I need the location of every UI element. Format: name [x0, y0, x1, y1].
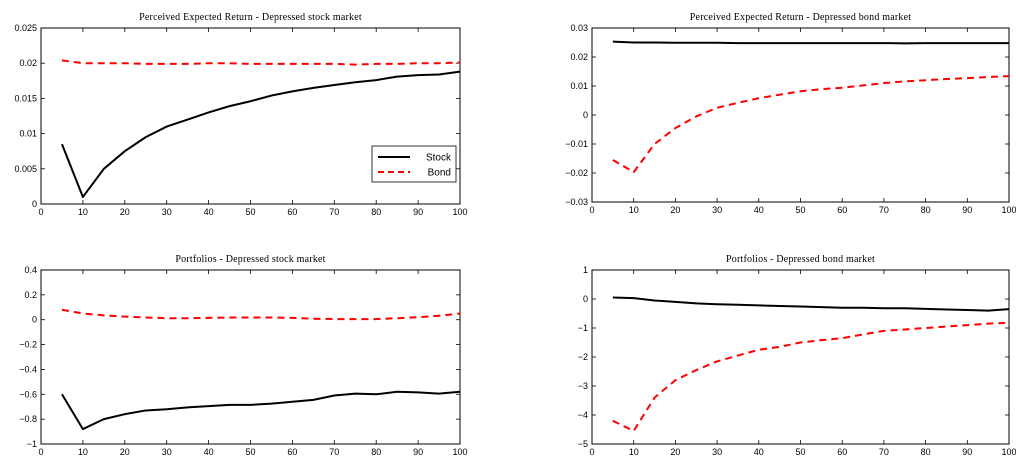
x-tick-label: 30	[162, 207, 172, 217]
x-tick-label: 80	[921, 447, 931, 457]
y-tick-label: 0.03	[570, 23, 588, 33]
y-tick-label: −5	[578, 439, 588, 449]
x-tick-label: 30	[712, 447, 722, 457]
x-tick-label: 90	[413, 447, 423, 457]
x-tick-label: 0	[38, 447, 43, 457]
chart-panel-3: Portfolios - Depressed stock market 0 10 20…	[19, 254, 467, 457]
series-line-dashed	[61, 308, 461, 321]
x-tick-label: 0	[589, 205, 594, 215]
legend: Stock Bond	[371, 145, 457, 183]
x-tick-label: 30	[712, 205, 722, 215]
y-tick-label: −0.02	[565, 168, 588, 178]
series-line-solid	[612, 296, 1010, 312]
x-tick-label: 90	[962, 205, 972, 215]
x-tick-label: 10	[78, 447, 88, 457]
y-tick-label: −0.01	[565, 139, 588, 149]
x-tick-label: 30	[162, 447, 172, 457]
y-tick-label: −0.8	[19, 414, 37, 424]
y-tick-label: 0	[583, 110, 588, 120]
x-tick-label: 60	[837, 205, 847, 215]
y-tick-label: 0.01	[19, 129, 37, 139]
x-tick-label: 10	[629, 447, 639, 457]
x-tick-label: 100	[1001, 447, 1016, 457]
x-tick-label: 70	[329, 447, 339, 457]
x-tick-label: 100	[452, 207, 467, 217]
y-tick-label: −3	[578, 381, 588, 391]
axes-box	[40, 269, 461, 445]
x-tick-label: 60	[287, 447, 297, 457]
legend-label: Bond	[428, 168, 451, 179]
x-tick-label: 90	[962, 447, 972, 457]
x-tick-label: 60	[837, 447, 847, 457]
chart-panel-1: Perceived Expected Return - Depressed st…	[14, 12, 467, 217]
x-tick-label: 50	[245, 207, 255, 217]
x-tick-label: 20	[120, 207, 130, 217]
x-tick-label: 100	[452, 447, 467, 457]
chart-title: Portfolios - Depressed bond market	[726, 254, 875, 265]
chart-title: Perceived Expected Return - Depressed bo…	[690, 12, 911, 23]
x-tick-label: 70	[879, 205, 889, 215]
chart-title: Portfolios - Depressed stock market	[175, 254, 325, 265]
y-tick-label: 0.4	[24, 265, 37, 275]
axes-box	[591, 27, 1010, 203]
x-tick-label: 100	[1001, 205, 1016, 215]
y-tick-label: −0.03	[565, 197, 588, 207]
axes-box	[591, 269, 1010, 445]
x-tick-label: 70	[879, 447, 889, 457]
y-tick-label: 0.2	[24, 290, 37, 300]
y-tick-label: −4	[578, 410, 588, 420]
y-tick-label: 0.01	[570, 81, 588, 91]
legend-box	[371, 145, 457, 183]
y-tick-label: 0	[32, 315, 37, 325]
y-tick-label: −0.4	[19, 364, 37, 374]
y-tick-label: −0.2	[19, 340, 37, 350]
x-tick-label: 60	[287, 207, 297, 217]
x-tick-label: 80	[371, 447, 381, 457]
y-tick-label: −2	[578, 352, 588, 362]
y-tick-label: 0.02	[19, 58, 37, 68]
y-tick-label: 0.025	[14, 23, 37, 33]
y-tick-label: 1	[583, 265, 588, 275]
series-line-solid	[612, 40, 1009, 45]
x-tick-label: 20	[120, 447, 130, 457]
series-line-dashed	[612, 321, 1010, 432]
x-tick-label: 20	[670, 447, 680, 457]
x-tick-label: 50	[245, 447, 255, 457]
y-tick-label: −0.6	[19, 389, 37, 399]
y-tick-label: 0	[583, 294, 588, 304]
chart-title: Perceived Expected Return - Depressed st…	[139, 12, 362, 23]
x-tick-label: 50	[795, 447, 805, 457]
y-tick-label: 0.005	[14, 164, 37, 174]
chart-panel-2: Perceived Expected Return - Depressed bo…	[565, 12, 1016, 215]
x-tick-label: 10	[629, 205, 639, 215]
x-tick-label: 40	[754, 447, 764, 457]
legend-label: Stock	[426, 153, 452, 164]
series-line-dashed	[61, 59, 461, 66]
x-tick-label: 10	[78, 207, 88, 217]
x-tick-label: 40	[754, 205, 764, 215]
x-tick-label: 50	[795, 205, 805, 215]
y-tick-label: −1	[578, 323, 588, 333]
y-tick-label: 0.02	[570, 52, 588, 62]
x-tick-label: 40	[204, 447, 214, 457]
x-tick-label: 0	[589, 447, 594, 457]
y-tick-label: 0.015	[14, 93, 37, 103]
x-tick-label: 70	[329, 207, 339, 217]
series-line-solid	[61, 390, 461, 431]
x-tick-label: 40	[204, 207, 214, 217]
x-tick-label: 80	[921, 205, 931, 215]
series-line-dashed	[612, 75, 1010, 174]
series-line-solid	[61, 70, 461, 198]
x-tick-label: 80	[371, 207, 381, 217]
x-tick-label: 90	[413, 207, 423, 217]
y-tick-label: −1	[27, 439, 37, 449]
y-tick-label: 0	[32, 199, 37, 209]
x-tick-label: 20	[670, 205, 680, 215]
x-tick-label: 0	[38, 207, 43, 217]
